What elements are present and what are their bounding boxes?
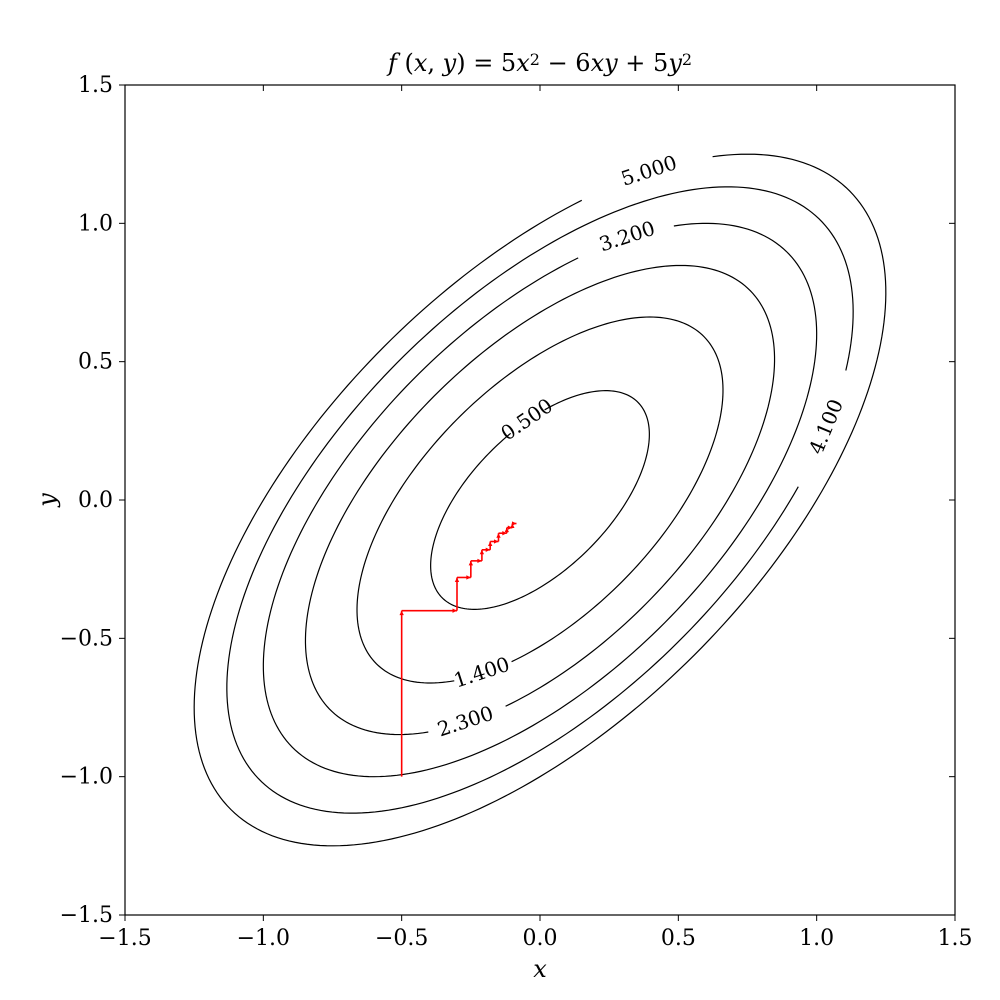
contour-chart: −1.5 −1.0 −0.5 0.0 0.5 1.0 1.5 −1.5 −1.0 −0.5 0.0 0… [0, 0, 1000, 1000]
y-tick-label: 0.0 [78, 488, 113, 513]
x-tick-label: −1.0 [237, 926, 290, 951]
y-tick-label: −1.5 [60, 903, 113, 928]
chart-title: f (x, y) = 5x2 − 6xy + 5y2 [386, 49, 692, 77]
y-tick-label: −1.0 [60, 765, 113, 790]
x-tick-label: −0.5 [375, 926, 428, 951]
y-tick-label: 0.5 [78, 350, 113, 375]
y-tick-label: 1.5 [78, 73, 113, 98]
x-tick-label: 0.0 [523, 926, 558, 951]
plot-area [125, 85, 955, 915]
x-tick-label: −1.5 [98, 926, 151, 951]
x-tick-label: 1.0 [799, 926, 834, 951]
x-tick-label: 1.5 [938, 926, 973, 951]
x-axis-label: x [533, 955, 547, 983]
x-tick-label: 0.5 [661, 926, 696, 951]
y-tick-label: 1.0 [78, 211, 113, 236]
y-axis-label: y [33, 493, 61, 508]
y-tick-label: −0.5 [60, 626, 113, 651]
